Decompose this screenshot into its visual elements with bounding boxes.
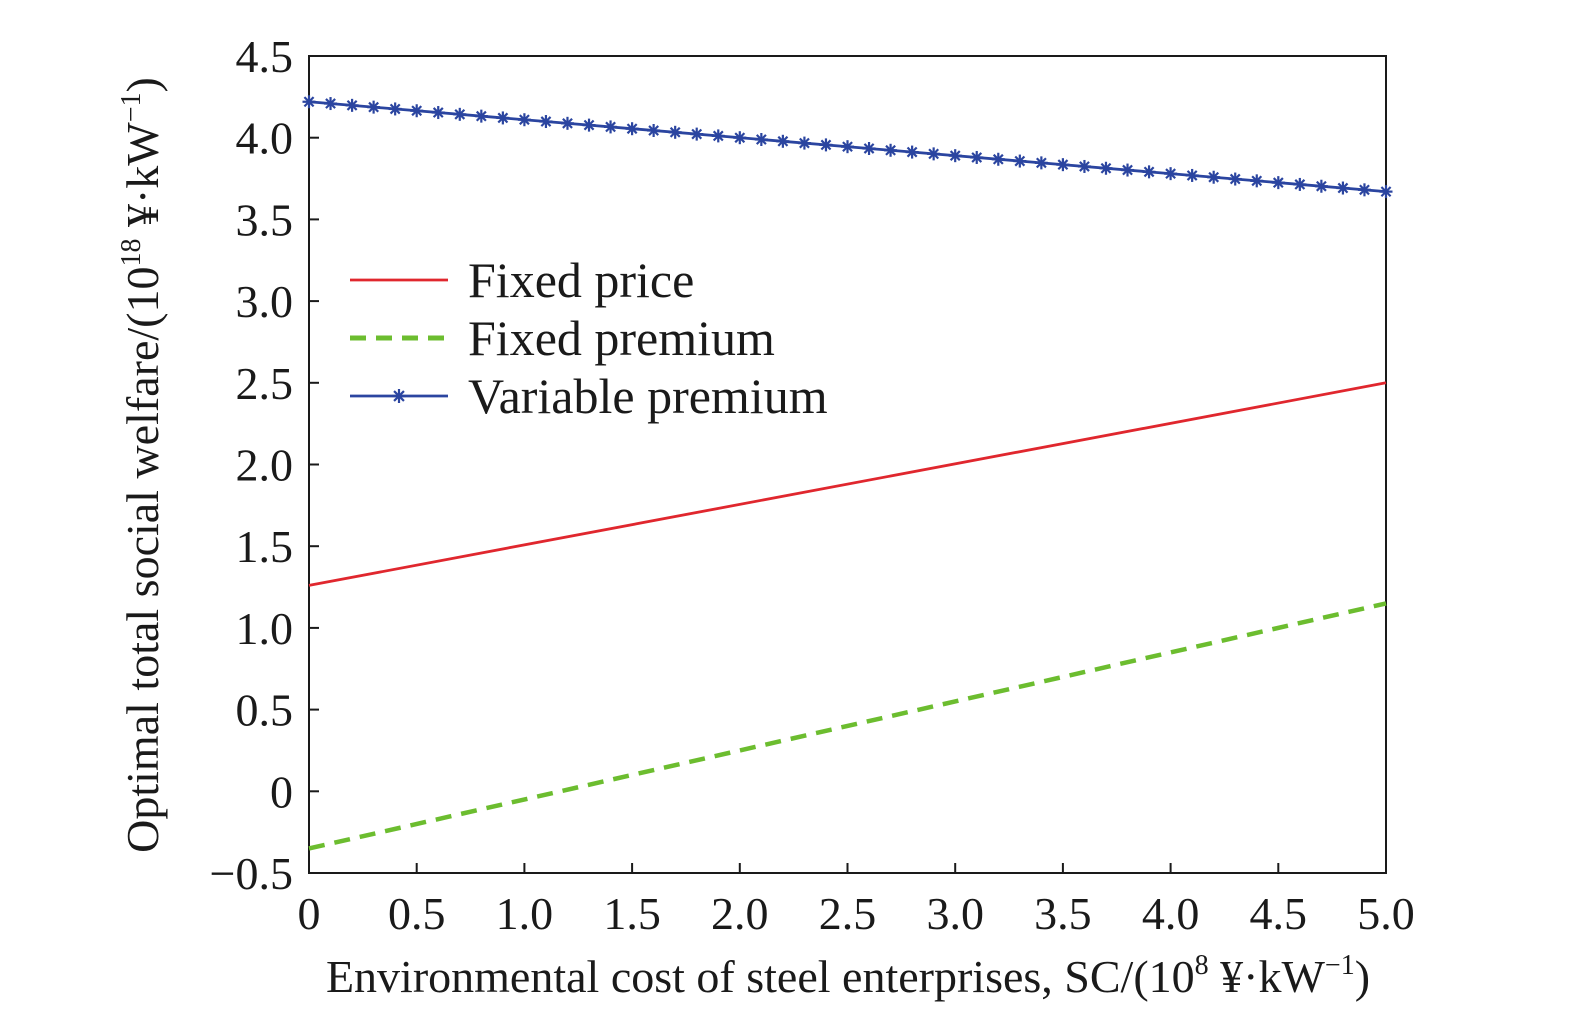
y-tick-label: 4.0 xyxy=(236,113,294,164)
series-marker xyxy=(991,152,1005,166)
y-tick-label: 4.5 xyxy=(236,31,294,82)
series-marker xyxy=(388,102,402,116)
series-line-fixed-premium xyxy=(308,601,1387,851)
series-marker xyxy=(1379,185,1393,199)
series-marker xyxy=(1099,161,1113,175)
series-marker xyxy=(453,107,467,121)
series-marker xyxy=(754,132,768,146)
x-tick-label: 2.0 xyxy=(711,888,769,939)
x-tick-label: 1.0 xyxy=(496,888,554,939)
series-marker xyxy=(1185,168,1199,182)
y-axis-title: Optimal total social welfare/(1018 ¥·kW−… xyxy=(116,77,168,853)
x-tick-label: 0 xyxy=(298,888,321,939)
x-axis-title: Environmental cost of steel enterprises,… xyxy=(326,950,1370,1002)
y-tick-label: 3.0 xyxy=(236,276,294,327)
y-tick-label: 0 xyxy=(270,766,293,817)
x-tick-label: 3.5 xyxy=(1034,888,1092,939)
series-marker xyxy=(302,95,316,109)
series-marker xyxy=(776,134,790,148)
series-layer xyxy=(302,95,1393,851)
x-tick-label: 1.5 xyxy=(603,888,661,939)
series-marker xyxy=(345,98,359,112)
series-marker xyxy=(517,113,531,127)
series-marker xyxy=(647,124,661,138)
series-marker xyxy=(625,122,639,136)
series-marker xyxy=(1271,176,1285,190)
x-tick-label: 2.5 xyxy=(819,888,877,939)
series-marker xyxy=(1250,174,1264,188)
legend-label: Fixed premium xyxy=(468,310,775,366)
x-tick-label: 5.0 xyxy=(1357,888,1415,939)
series-marker xyxy=(1077,159,1091,173)
y-tick-label: 1.5 xyxy=(236,521,294,572)
series-marker xyxy=(948,149,962,163)
series-marker xyxy=(324,97,338,111)
series-marker xyxy=(1013,154,1027,168)
x-tick-label: 4.5 xyxy=(1250,888,1308,939)
x-tick-label: 0.5 xyxy=(388,888,446,939)
series-marker xyxy=(1293,177,1307,191)
series-marker xyxy=(474,109,488,123)
y-tick-label: 1.0 xyxy=(236,603,294,654)
y-tick-label: 2.5 xyxy=(236,358,294,409)
series-marker xyxy=(392,389,406,403)
legend-item-variable-premium: Variable premium xyxy=(350,368,828,424)
legend-label: Variable premium xyxy=(468,368,828,424)
legend-item-fixed-price: Fixed price xyxy=(350,252,694,308)
y-tick-label: 0.5 xyxy=(236,685,294,736)
series-marker xyxy=(1142,165,1156,179)
series-marker xyxy=(431,106,445,120)
series-marker xyxy=(410,104,424,118)
series-marker xyxy=(1056,158,1070,172)
series-marker xyxy=(733,131,747,145)
series-marker xyxy=(1357,183,1371,197)
series-marker xyxy=(496,111,510,125)
series-marker xyxy=(560,116,574,130)
series-marker xyxy=(862,141,876,155)
x-axis: 0 0.5 1.0 1.5 2.0 2.5 3.0 3.5 4.0 4.5 5.0 xyxy=(298,863,1415,939)
series-marker xyxy=(1034,156,1048,170)
series-marker xyxy=(905,145,919,159)
series-marker xyxy=(819,138,833,152)
y-axis: −0.5 0 0.5 1.0 1.5 2.0 2.5 3.0 3.5 4.0 4.5 xyxy=(210,31,319,899)
legend-item-fixed-premium: Fixed premium xyxy=(350,310,775,366)
series-marker xyxy=(582,118,596,132)
series-marker xyxy=(1314,179,1328,193)
series-marker xyxy=(1228,172,1242,186)
y-tick-label: 3.5 xyxy=(236,194,294,245)
series-marker xyxy=(1164,167,1178,181)
series-marker xyxy=(539,115,553,129)
series-marker xyxy=(1207,170,1221,184)
y-tick-label: 2.0 xyxy=(236,440,294,491)
series-marker xyxy=(668,125,682,139)
series-marker xyxy=(884,143,898,157)
series-marker xyxy=(690,127,704,141)
x-tick-label: 3.0 xyxy=(926,888,984,939)
y-tick-label: −0.5 xyxy=(210,848,293,899)
series-marker xyxy=(970,150,984,164)
series-marker xyxy=(604,120,618,134)
series-marker xyxy=(711,129,725,143)
series-marker xyxy=(1121,163,1135,177)
series-marker xyxy=(841,140,854,154)
series-line-fixed-price xyxy=(308,381,1387,587)
series-marker xyxy=(367,100,381,114)
series-marker xyxy=(1336,181,1350,195)
x-tick-label: 4.0 xyxy=(1142,888,1200,939)
series-marker xyxy=(797,136,811,150)
series-marker xyxy=(927,147,941,161)
legend-label: Fixed price xyxy=(468,252,694,308)
